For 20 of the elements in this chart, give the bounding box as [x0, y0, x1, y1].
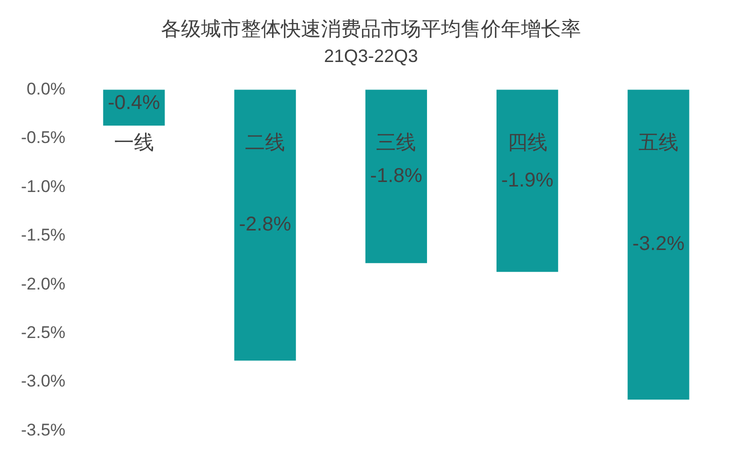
x-tick-label: 三线	[376, 132, 416, 154]
y-tick-label: -0.5%	[20, 128, 66, 148]
y-tick-label: -1.5%	[20, 226, 66, 245]
x-tick-label: 四线	[507, 132, 548, 154]
x-tick-label: 一线	[114, 132, 154, 154]
data-label: -0.4%	[108, 92, 160, 114]
y-tick-label: 0.0%	[26, 79, 66, 98]
data-label: -1.9%	[501, 169, 554, 192]
chart-subtitle: 21Q3-22Q3	[324, 46, 418, 66]
x-tick-label: 二线	[245, 132, 286, 154]
y-tick-label: -2.5%	[20, 323, 66, 342]
data-label: -1.8%	[370, 164, 423, 187]
data-label: -2.8%	[238, 214, 292, 236]
y-tick-label: -3.5%	[20, 420, 66, 440]
y-tick-label: -1.0%	[20, 176, 66, 196]
data-label: -3.2%	[632, 233, 685, 256]
y-tick-label: -2.0%	[20, 274, 66, 294]
y-tick-label: -3.0%	[20, 372, 66, 391]
x-tick-label: 五线	[638, 132, 678, 154]
chart-title: 各级城市整体快速消费品市场平均售价年增长率	[161, 18, 581, 41]
